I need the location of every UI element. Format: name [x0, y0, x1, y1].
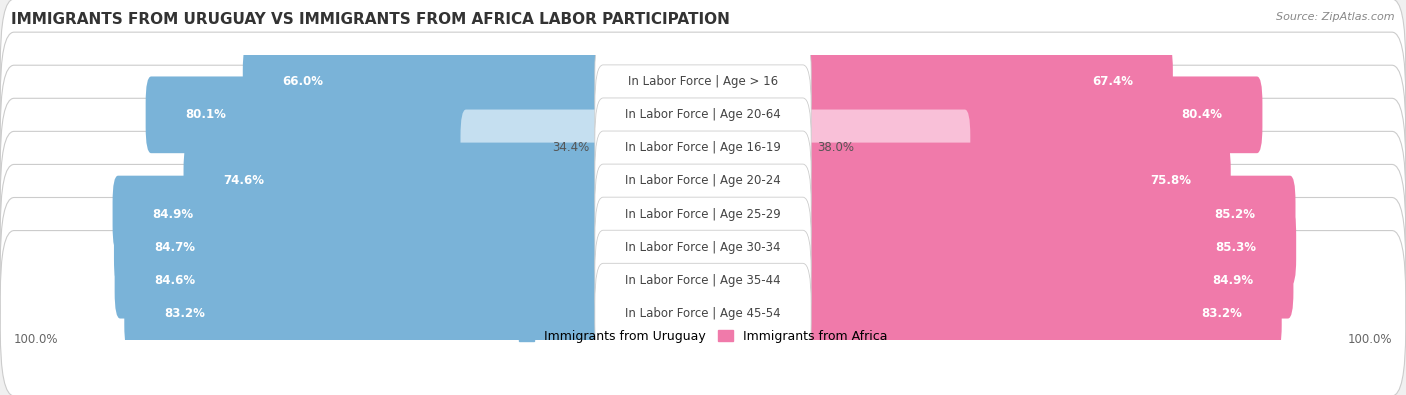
FancyBboxPatch shape	[114, 209, 609, 286]
Text: In Labor Force | Age 30-34: In Labor Force | Age 30-34	[626, 241, 780, 254]
FancyBboxPatch shape	[0, 32, 1406, 198]
FancyBboxPatch shape	[797, 77, 1263, 153]
Text: In Labor Force | Age > 16: In Labor Force | Age > 16	[628, 75, 778, 88]
Text: 85.3%: 85.3%	[1215, 241, 1256, 254]
FancyBboxPatch shape	[595, 164, 811, 264]
FancyBboxPatch shape	[797, 143, 1230, 219]
FancyBboxPatch shape	[184, 143, 609, 219]
FancyBboxPatch shape	[797, 109, 970, 186]
FancyBboxPatch shape	[595, 98, 811, 198]
Text: In Labor Force | Age 25-29: In Labor Force | Age 25-29	[626, 207, 780, 220]
Text: 66.0%: 66.0%	[283, 75, 323, 88]
Text: 100.0%: 100.0%	[14, 333, 59, 346]
Text: IMMIGRANTS FROM URUGUAY VS IMMIGRANTS FROM AFRICA LABOR PARTICIPATION: IMMIGRANTS FROM URUGUAY VS IMMIGRANTS FR…	[11, 12, 730, 27]
FancyBboxPatch shape	[0, 198, 1406, 363]
FancyBboxPatch shape	[112, 176, 609, 252]
Text: 84.6%: 84.6%	[155, 274, 195, 287]
Text: In Labor Force | Age 45-54: In Labor Force | Age 45-54	[626, 307, 780, 320]
FancyBboxPatch shape	[595, 230, 811, 330]
Text: Source: ZipAtlas.com: Source: ZipAtlas.com	[1277, 12, 1395, 22]
Text: 34.4%: 34.4%	[553, 141, 589, 154]
Text: 84.9%: 84.9%	[152, 207, 194, 220]
Text: 100.0%: 100.0%	[1347, 333, 1392, 346]
FancyBboxPatch shape	[797, 242, 1294, 318]
FancyBboxPatch shape	[797, 209, 1296, 286]
Text: 83.2%: 83.2%	[165, 307, 205, 320]
FancyBboxPatch shape	[115, 242, 609, 318]
Text: 38.0%: 38.0%	[817, 141, 853, 154]
Text: 75.8%: 75.8%	[1150, 175, 1191, 188]
FancyBboxPatch shape	[797, 176, 1295, 252]
Text: 67.4%: 67.4%	[1092, 75, 1133, 88]
FancyBboxPatch shape	[243, 43, 609, 120]
FancyBboxPatch shape	[595, 32, 811, 132]
FancyBboxPatch shape	[595, 65, 811, 165]
Text: 84.9%: 84.9%	[1212, 274, 1254, 287]
Text: In Labor Force | Age 16-19: In Labor Force | Age 16-19	[626, 141, 780, 154]
FancyBboxPatch shape	[0, 65, 1406, 231]
Text: In Labor Force | Age 20-24: In Labor Force | Age 20-24	[626, 175, 780, 188]
Legend: Immigrants from Uruguay, Immigrants from Africa: Immigrants from Uruguay, Immigrants from…	[513, 325, 893, 348]
FancyBboxPatch shape	[797, 275, 1282, 352]
FancyBboxPatch shape	[146, 77, 609, 153]
FancyBboxPatch shape	[595, 197, 811, 297]
FancyBboxPatch shape	[797, 43, 1173, 120]
Text: 85.2%: 85.2%	[1215, 207, 1256, 220]
FancyBboxPatch shape	[0, 164, 1406, 330]
Text: In Labor Force | Age 20-64: In Labor Force | Age 20-64	[626, 108, 780, 121]
FancyBboxPatch shape	[0, 231, 1406, 395]
FancyBboxPatch shape	[0, 132, 1406, 297]
Text: 74.6%: 74.6%	[224, 175, 264, 188]
Text: 80.4%: 80.4%	[1181, 108, 1222, 121]
FancyBboxPatch shape	[461, 109, 609, 186]
FancyBboxPatch shape	[595, 263, 811, 363]
Text: In Labor Force | Age 35-44: In Labor Force | Age 35-44	[626, 274, 780, 287]
Text: 84.7%: 84.7%	[153, 241, 195, 254]
FancyBboxPatch shape	[595, 131, 811, 231]
FancyBboxPatch shape	[124, 275, 609, 352]
Text: 83.2%: 83.2%	[1201, 307, 1241, 320]
FancyBboxPatch shape	[0, 98, 1406, 263]
Text: 80.1%: 80.1%	[186, 108, 226, 121]
FancyBboxPatch shape	[0, 0, 1406, 164]
